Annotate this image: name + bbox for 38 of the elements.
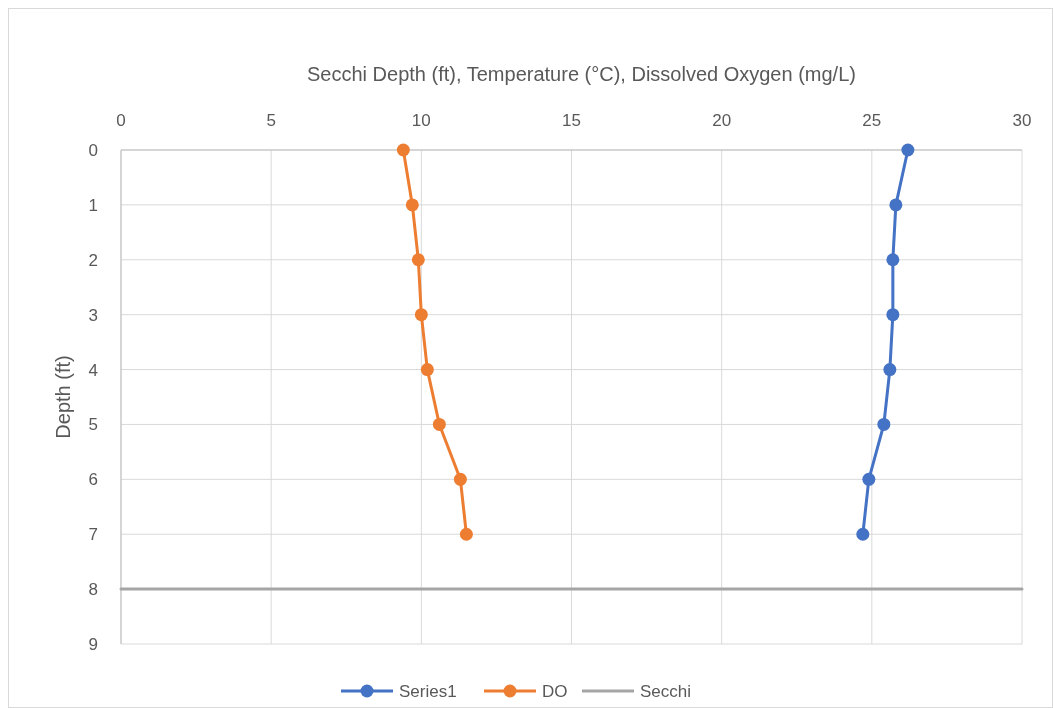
y-tick-label: 1 [88, 195, 98, 215]
point [886, 253, 900, 267]
x-axis-title: Secchi Depth (ft), Temperature (°C), Dissolved Oxygen (mg/L) [307, 63, 856, 85]
x-tick-label: 5 [266, 111, 276, 130]
legend-label: Series1 [399, 682, 457, 701]
y-tick-label: 5 [88, 415, 98, 435]
x-tick-label: 15 [562, 111, 581, 130]
point [901, 143, 915, 157]
point [414, 308, 428, 322]
y-tick-label: 9 [88, 635, 98, 654]
x-tick-label: 30 [1012, 111, 1032, 130]
y-tick-label: 7 [88, 525, 98, 545]
point [889, 198, 903, 212]
x-tick-label: 20 [712, 111, 732, 130]
y-tick-label: 2 [88, 250, 98, 270]
point [856, 527, 870, 541]
point [411, 253, 425, 267]
point [405, 198, 419, 212]
point [886, 308, 900, 322]
point [432, 417, 446, 431]
y-tick-label: 8 [88, 580, 98, 600]
y-tick-label: 3 [88, 305, 98, 325]
x-tick-label: 0 [116, 111, 126, 130]
point [396, 143, 410, 157]
y-tick-label: 6 [88, 470, 98, 490]
point [877, 417, 891, 431]
point [459, 527, 473, 541]
y-axis-title: Depth (ft) [52, 355, 74, 439]
legend-label: DO [542, 682, 568, 701]
point [883, 363, 897, 377]
y-tick-label: 4 [88, 360, 98, 380]
legend-label: Secchi [640, 682, 692, 701]
point [420, 363, 434, 377]
point [862, 472, 876, 486]
x-tick-label: 10 [411, 111, 431, 130]
y-tick-label: 0 [88, 141, 98, 160]
x-tick-label: 25 [862, 111, 882, 130]
point [453, 472, 467, 486]
